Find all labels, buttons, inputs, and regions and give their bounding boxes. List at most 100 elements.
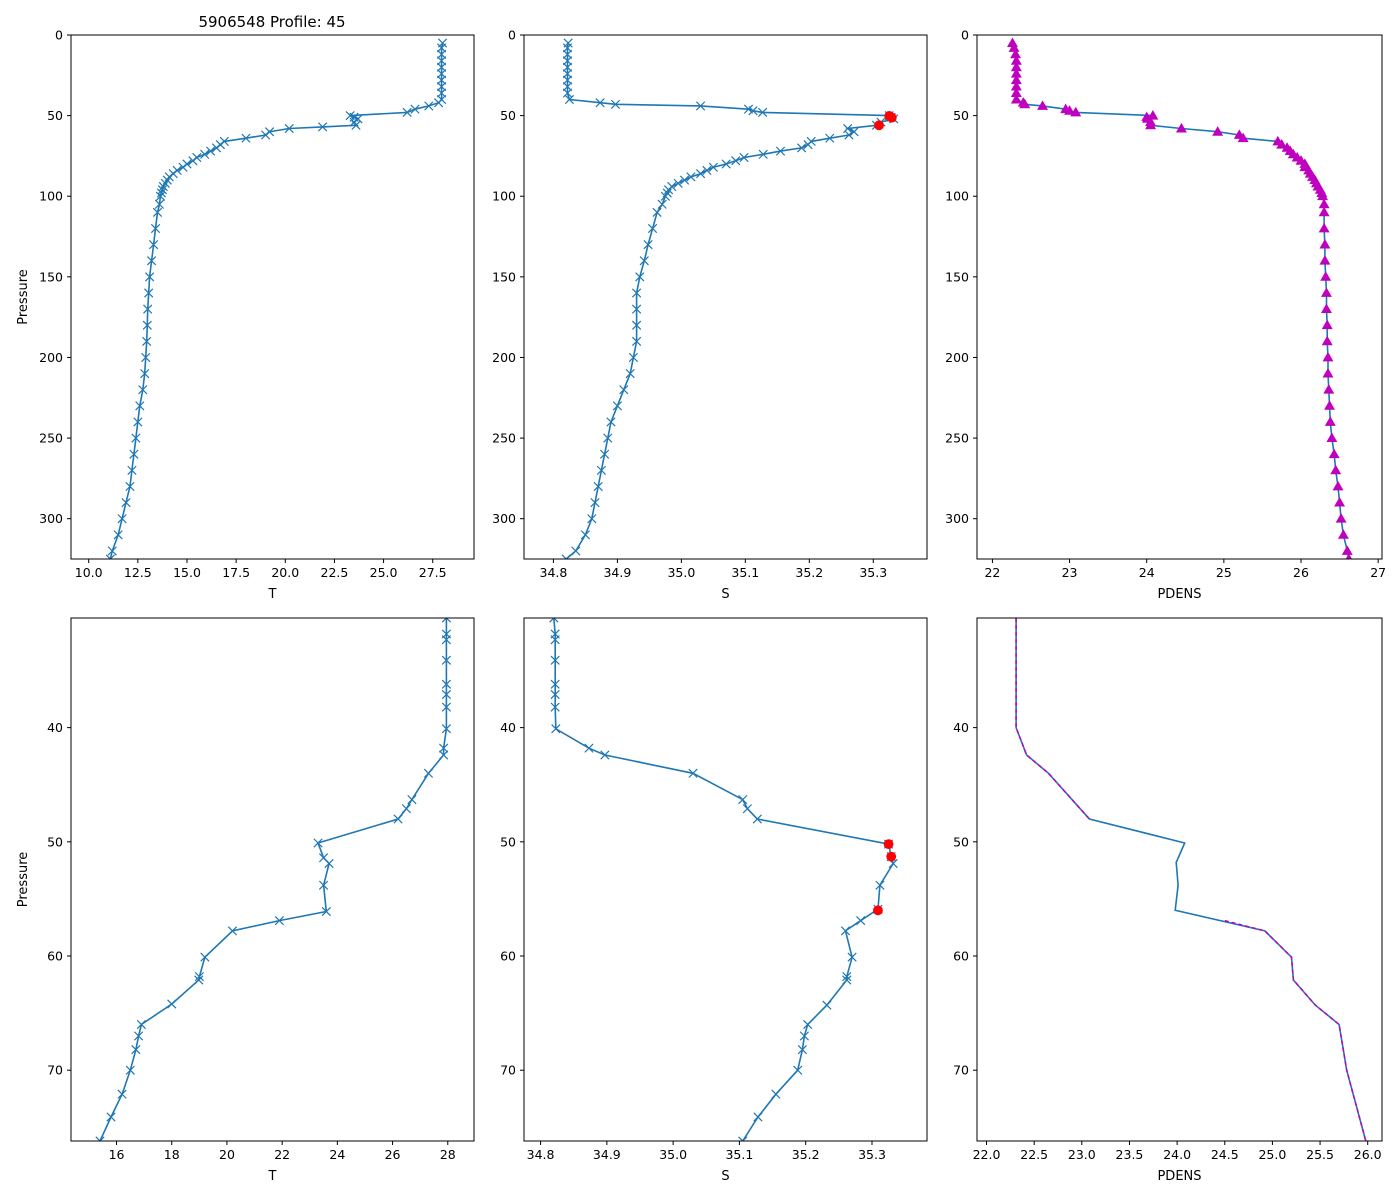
x-tick-label: 23.0 [1068,1147,1096,1162]
x-tick-label: 18 [164,1147,180,1162]
x-tick-label: 25.0 [370,565,398,580]
data-point-x [436,56,447,66]
data-point-x [241,133,251,143]
data-point-x [410,104,420,114]
x-tick-label: 12.5 [124,565,152,580]
data-point-x [635,272,645,282]
data-point-x [631,288,642,298]
data-point-x [752,814,762,824]
series-line-PDENS_overlay_2 [1224,919,1367,1141]
y-tick-label: 0 [961,28,969,43]
data-point-x [107,546,117,556]
x-tick-label: 35.0 [659,1147,687,1162]
data-point-x [117,514,127,524]
data-point-triangle [1323,384,1335,394]
data-point-x [188,156,198,166]
data-point-triangle [1237,132,1249,143]
data-point-x [844,130,854,140]
data-point-x [748,106,758,116]
axes-frame [976,34,1383,560]
data-point-x [321,906,331,917]
x-tick-label: 34.8 [527,1147,555,1162]
data-point-x [125,1065,135,1075]
x-tick-label: 26 [1293,565,1309,580]
plot-area [105,38,448,559]
data-point-x [688,768,698,778]
data-point-x [595,98,605,108]
data-point-x [596,465,607,475]
series-line-T [99,618,448,1141]
data-point-triangle [1318,198,1330,209]
x-tick-label: 28 [440,1147,456,1162]
data-point-x [679,175,690,185]
y-tick-label: 300 [39,511,63,526]
data-point-x [856,915,866,926]
data-point-triangle [1319,255,1331,265]
data-point-x [407,794,417,805]
x-tick-label: 35.1 [725,1147,753,1162]
y-tick-label: 250 [945,431,969,446]
data-point-x [441,702,452,712]
data-point-x [799,1031,810,1041]
data-point-x [561,554,571,559]
data-point-x [631,320,642,330]
x-axis-label: PDENS [1157,587,1201,602]
x-tick-label: 22.5 [1020,1147,1048,1162]
x-tick-label: 22 [274,1147,290,1162]
data-point-triangle [1319,238,1331,249]
data-point-x [757,107,768,118]
data-point-x [274,915,285,926]
y-axis-label: Pressure [16,852,31,908]
data-point-x [129,449,139,459]
data-point-triangle [1332,480,1344,491]
plot-area [549,618,898,1141]
y-tick-label: 0 [55,28,63,43]
data-point-x [152,207,163,217]
data-point-x [318,880,329,890]
data-point-x [155,191,166,201]
data-point-x [610,99,621,109]
data-point-x [738,794,748,805]
data-point-x [695,101,706,111]
data-point-x [393,814,403,824]
data-point-triangle [1212,126,1224,136]
data-point-x [643,239,653,250]
data-point-x [136,1019,147,1030]
x-tick-label: 24.5 [1211,1147,1239,1162]
y-tick-label: 100 [492,189,516,204]
data-point-x [227,926,238,936]
data-point-x [436,69,447,79]
data-point-x [441,679,452,689]
data-point-triangle [1328,448,1340,459]
data-point-triangle [1037,100,1049,110]
data-point-triangle [1345,553,1353,559]
data-point-x [439,743,449,753]
y-tick-label: 150 [39,269,63,284]
data-point-x [441,724,452,734]
data-point-x [200,952,210,962]
x-axis-label: S [721,1169,729,1184]
data-point-x [551,724,561,734]
data-point-x [142,320,152,330]
x-tick-label: 20.0 [271,565,299,580]
x-tick-label: 35.3 [859,565,887,580]
data-point-x [117,1089,127,1099]
panel-S_zoom: 34.8 34.9 35.0 35.1 35.2 35.3 40 50 60 70 S [500,617,928,1184]
series-line-S [553,618,895,1141]
x-tick-label: 27.5 [419,565,447,580]
x-tick-label: 25.0 [1258,1147,1286,1162]
x-tick-label: 23 [1062,565,1078,580]
y-tick-label: 250 [39,431,63,446]
data-point-x [797,1045,808,1055]
data-point-triangle [1145,119,1157,130]
data-point-x [284,123,294,134]
y-tick-label: 40 [500,720,516,735]
y-tick-label: 50 [953,834,969,849]
y-tick-label: 300 [945,511,969,526]
y-tick-label: 300 [492,511,516,526]
x-tick-label: 35.1 [731,565,759,580]
x-tick-label: 24.0 [1163,1147,1191,1162]
data-point-triangle [1175,122,1187,133]
data-point-x [200,149,210,159]
data-point-x [562,88,573,98]
